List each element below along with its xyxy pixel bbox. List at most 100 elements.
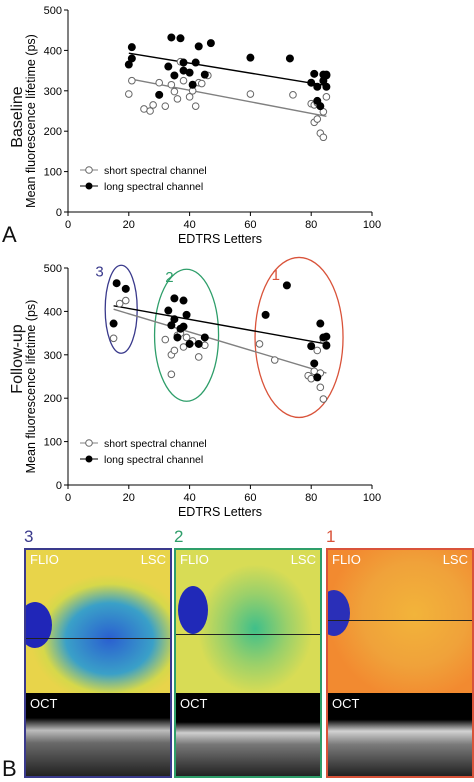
followup-row-label: Follow-up xyxy=(9,324,26,394)
long-channel-point xyxy=(127,43,136,52)
long-channel-point xyxy=(310,69,319,78)
flio-image-2 xyxy=(176,550,320,693)
panel-b-label: B xyxy=(2,756,17,781)
long-channel-point xyxy=(167,33,176,42)
lsc-label-2: LSC xyxy=(290,552,316,567)
y-tick-label: 500 xyxy=(44,263,62,275)
long-channel-point xyxy=(188,80,197,89)
long-channel-point xyxy=(285,54,294,63)
x-tick-label: 40 xyxy=(183,492,195,504)
long-channel-point xyxy=(246,53,255,62)
long-channel-point xyxy=(164,306,173,315)
long-channel-point xyxy=(176,34,185,43)
long-channel-point xyxy=(179,58,188,67)
optic-disc-1 xyxy=(328,590,350,636)
legend-short-label: short spectral channel xyxy=(104,438,207,450)
long-channel-point xyxy=(121,284,130,293)
oct-label-1: OCT xyxy=(332,696,360,711)
long-channel-point xyxy=(179,296,188,305)
long-channel-point xyxy=(282,281,291,290)
lsc-label-3: LSC xyxy=(140,552,166,567)
x-tick-label: 100 xyxy=(363,492,381,504)
x-tick-label: 20 xyxy=(123,219,135,231)
short-channel-point xyxy=(121,296,130,305)
long-channel-point xyxy=(310,359,319,368)
short-channel-point xyxy=(170,87,179,96)
tile-number-2: 2 xyxy=(174,527,184,546)
long-channel-point xyxy=(261,310,270,319)
group-ellipse-2 xyxy=(153,268,220,402)
legend-long-label: long spectral channel xyxy=(104,181,203,193)
lsc-label-1: LSC xyxy=(442,552,468,567)
short-channel-point xyxy=(322,93,331,101)
long-channel-point xyxy=(313,82,322,91)
long-channel-point xyxy=(313,373,322,382)
y-tick-label: 100 xyxy=(44,437,62,449)
short-channel-point xyxy=(255,340,264,348)
x-axis-label: EDTRS Letters xyxy=(178,505,262,519)
long-channel-point xyxy=(322,332,331,341)
short-channel-point xyxy=(155,78,163,87)
followup-chart: 0 20 40 60 80 100 0 100 200 300 400 500 EDTRS Letter… xyxy=(24,256,381,519)
scan-line-1 xyxy=(328,620,472,621)
x-tick-label: 0 xyxy=(65,492,71,504)
long-channel-point xyxy=(170,315,179,324)
long-channel-point xyxy=(322,82,331,91)
long-channel-point xyxy=(322,341,331,350)
long-channel-point xyxy=(173,333,182,342)
short-channel-point xyxy=(319,395,328,403)
long-channel-point xyxy=(179,322,188,331)
y-tick-label: 300 xyxy=(44,350,62,362)
long-channel-point xyxy=(307,342,316,351)
short-channel-point xyxy=(179,343,188,351)
x-tick-label: 60 xyxy=(244,492,256,504)
flio-label-1: FLIO xyxy=(332,552,361,567)
baseline-plot: 0 20 40 60 80 100 0 100 200 300 400 500 EDTRS Letter… xyxy=(24,5,381,246)
long-channel-point xyxy=(316,102,325,111)
image-tile-2: FLIO LSC OCT xyxy=(174,548,322,778)
flio-label-2: FLIO xyxy=(180,552,209,567)
y-tick-label: 100 xyxy=(44,167,62,179)
long-channel-point xyxy=(170,294,179,303)
short-channel-point xyxy=(313,346,322,355)
short-channel-point xyxy=(146,107,154,115)
tile-number-1: 1 xyxy=(326,527,336,546)
group-ellipse-1 xyxy=(254,256,344,419)
short-channel-point xyxy=(173,95,182,103)
long-channel-point xyxy=(194,339,203,348)
legend-long-label: long spectral channel xyxy=(104,454,203,466)
short-channel-point xyxy=(319,133,328,142)
y-tick-label: 0 xyxy=(56,480,62,492)
long-channel-point xyxy=(194,42,203,51)
long-channel-point xyxy=(182,310,191,319)
short-channel-point xyxy=(289,91,297,99)
long-channel-point xyxy=(170,71,179,80)
x-tick-label: 80 xyxy=(305,492,317,504)
group-label-2: 2 xyxy=(165,269,173,286)
long-channel-point xyxy=(322,71,331,80)
short-channel-point xyxy=(316,383,325,392)
short-channel-point xyxy=(170,346,179,355)
optic-disc-3 xyxy=(26,602,52,648)
oct-image-1 xyxy=(328,693,472,776)
long-channel-point xyxy=(206,39,215,48)
short-channel-point xyxy=(115,299,124,308)
long-channel-fit-line xyxy=(128,52,327,87)
legend-short-label: short spectral channel xyxy=(104,165,207,177)
y-axis-label: Mean fluorescence lifetime (ps) xyxy=(24,34,38,208)
short-channel-point xyxy=(161,102,170,110)
long-channel-point xyxy=(185,68,194,77)
y-tick-label: 200 xyxy=(44,393,62,405)
optic-disc-2 xyxy=(178,586,208,634)
short-channel-point xyxy=(197,79,206,88)
oct-label-3: OCT xyxy=(30,696,58,711)
y-axis-label: Mean fluorescence lifetime (ps) xyxy=(24,300,38,474)
short-channel-fit-line xyxy=(113,308,327,374)
scan-line-2 xyxy=(176,634,320,635)
y-tick-label: 500 xyxy=(44,5,62,17)
x-tick-label: 80 xyxy=(305,219,317,231)
y-tick-label: 400 xyxy=(44,306,62,318)
long-channel-point xyxy=(164,62,173,71)
group-label-3: 3 xyxy=(95,264,103,281)
short-channel-point xyxy=(179,76,188,85)
